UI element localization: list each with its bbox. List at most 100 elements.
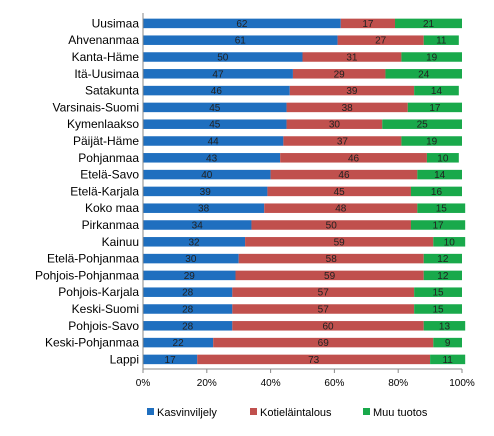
- bar-segment: [143, 321, 233, 331]
- category-label: Pirkanmaa: [82, 218, 140, 232]
- category-label: Pohjois-Pohjanmaa: [35, 268, 139, 282]
- data-label: 45: [209, 103, 221, 114]
- data-label: 40: [201, 170, 213, 181]
- data-label: 10: [437, 153, 449, 164]
- bar-segment: [302, 52, 402, 62]
- bar-segment: [407, 102, 462, 113]
- bar-segment: [143, 136, 284, 146]
- bar-segment: [143, 354, 198, 365]
- bar-segment: [143, 119, 287, 129]
- bar-segment: [232, 304, 415, 314]
- data-label: 31: [346, 53, 358, 64]
- x-tick-label: 0%: [136, 378, 151, 389]
- bar-segment: [417, 169, 462, 180]
- category-label: Itä-Uusimaa: [74, 67, 139, 81]
- bar-segment: [433, 337, 462, 348]
- x-tick-label: 20%: [197, 378, 217, 389]
- data-label: 29: [184, 271, 196, 282]
- data-label: 30: [329, 120, 341, 131]
- bar-segment: [143, 220, 252, 230]
- category-label: Etelä-Karjala: [70, 184, 139, 198]
- bar-segment: [143, 52, 303, 62]
- bar-segment: [251, 220, 411, 230]
- bar-segment: [213, 337, 434, 348]
- bar-segment: [410, 186, 462, 197]
- bar-segment: [283, 136, 402, 146]
- bar-segment: [280, 153, 427, 163]
- bar-segment: [143, 287, 233, 297]
- bar-segment: [143, 186, 268, 197]
- bar-segment: [238, 253, 424, 264]
- data-label: 14: [434, 170, 446, 181]
- bar-segment: [143, 153, 281, 163]
- data-label: 15: [436, 204, 448, 215]
- legend: Kasvinviljely Kotieläintalous Muu tuotos: [147, 407, 428, 419]
- bar-segment: [235, 270, 424, 281]
- bar-segment: [264, 203, 418, 213]
- data-label: 17: [165, 355, 177, 366]
- category-label: Pohjois-Karjala: [58, 285, 139, 299]
- data-label: 19: [426, 53, 438, 64]
- category-label: Pohjanmaa: [78, 151, 139, 165]
- bar-segment: [385, 69, 462, 79]
- data-label: 43: [206, 153, 218, 164]
- legend-label: Kotieläintalous: [260, 407, 332, 419]
- data-label: 29: [334, 69, 346, 80]
- data-label: 50: [217, 53, 229, 64]
- data-label: 11: [436, 36, 447, 47]
- bar-segment: [143, 85, 290, 96]
- x-tick-label: 100%: [449, 378, 475, 389]
- category-label: Kymenlaakso: [67, 117, 139, 131]
- data-label: 28: [182, 305, 194, 316]
- bar-segment: [143, 169, 271, 180]
- data-label: 69: [318, 338, 330, 349]
- category-labels: Uusimaa Ahvenanmaa Kanta-Häme Itä-Uusimaa Sa…: [35, 16, 139, 366]
- data-label: 19: [426, 137, 438, 148]
- data-label: 45: [334, 187, 346, 198]
- category-label: Varsinais-Suomi: [53, 100, 139, 114]
- bar-segment: [414, 287, 462, 297]
- data-label: 57: [318, 305, 330, 316]
- category-label: Päijät-Häme: [73, 134, 139, 148]
- bar-segment: [143, 69, 293, 79]
- category-label: Etelä-Savo: [80, 168, 139, 182]
- bar-segment: [197, 354, 431, 365]
- bar-segment: [414, 304, 462, 314]
- bar-segment: [143, 270, 236, 281]
- data-label: 62: [236, 19, 248, 30]
- bar-segment: [337, 35, 424, 45]
- bars-layer: 62 17 21 61 27 11 50 31 19 47 29 24 46 39 14 45 38 17 45 30…: [143, 18, 466, 366]
- data-label: 28: [182, 321, 194, 332]
- bar-segment: [286, 119, 383, 129]
- legend-label: Muu tuotos: [373, 407, 428, 419]
- bar-segment: [245, 237, 434, 247]
- bar-segment: [270, 169, 418, 180]
- bar-segment: [143, 337, 214, 348]
- data-label: 46: [211, 86, 223, 97]
- category-label: Satakunta: [85, 84, 139, 98]
- category-label: Uusimaa: [92, 16, 140, 30]
- category-label: Etelä-Pohjanmaa: [47, 252, 139, 266]
- bar-segment: [289, 85, 415, 96]
- data-label: 24: [418, 69, 430, 80]
- legend-swatch: [363, 408, 370, 415]
- data-label: 73: [308, 355, 320, 366]
- data-label: 15: [433, 288, 445, 299]
- data-label: 9: [445, 338, 451, 349]
- data-label: 61: [235, 36, 247, 47]
- data-label: 39: [346, 86, 358, 97]
- bar-segment: [286, 102, 408, 113]
- data-label: 14: [431, 86, 443, 97]
- data-label: 28: [182, 288, 194, 299]
- data-label: 32: [188, 237, 200, 248]
- bar-segment: [143, 35, 338, 45]
- data-label: 22: [173, 338, 185, 349]
- data-label: 38: [342, 103, 354, 114]
- data-label: 58: [326, 254, 338, 265]
- data-label: 34: [192, 221, 204, 232]
- bar-segment: [433, 237, 466, 247]
- data-label: 15: [433, 305, 445, 316]
- data-label: 59: [324, 271, 336, 282]
- category-label: Koko maa: [85, 201, 139, 215]
